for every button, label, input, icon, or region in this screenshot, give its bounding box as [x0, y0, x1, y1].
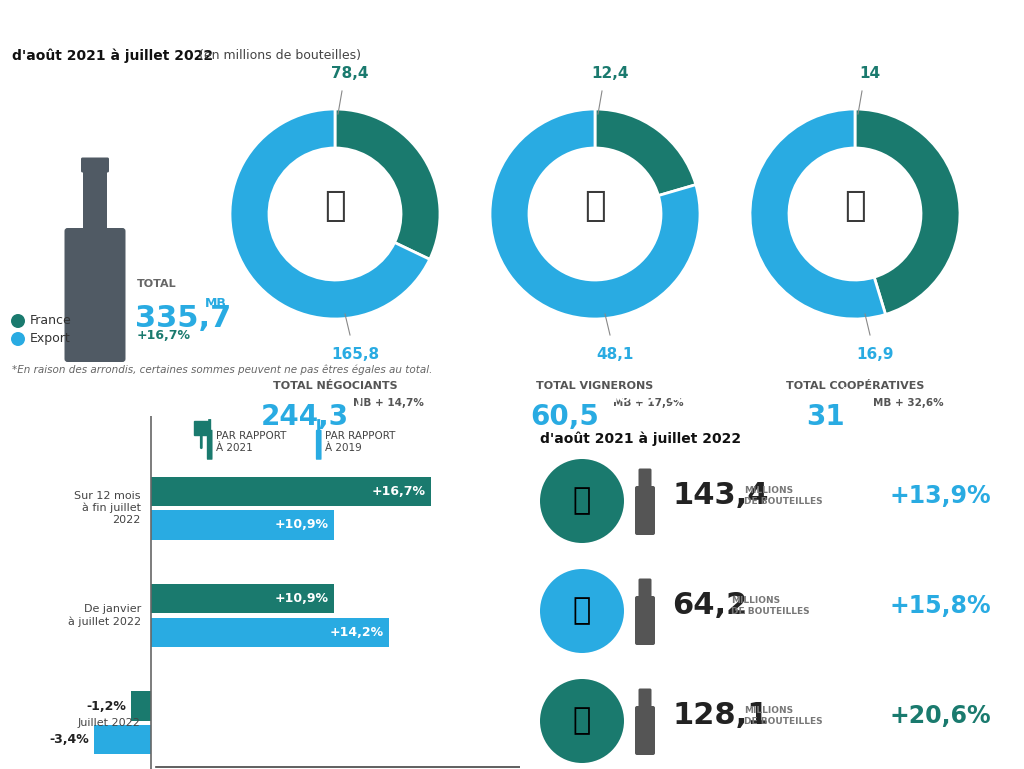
Text: PAR RAPPORT
À 2021: PAR RAPPORT À 2021: [216, 431, 287, 453]
Circle shape: [530, 149, 660, 279]
Text: MB + 17,9%: MB + 17,9%: [613, 398, 684, 408]
Text: *En raison des arrondis, certaines sommes peuvent ne pas êtres égales au total.: *En raison des arrondis, certaines somme…: [12, 365, 432, 375]
FancyBboxPatch shape: [635, 706, 655, 755]
Wedge shape: [595, 109, 696, 195]
FancyBboxPatch shape: [639, 468, 651, 490]
Text: De janvier
à juillet 2022: De janvier à juillet 2022: [68, 604, 141, 627]
Text: France: France: [30, 315, 72, 328]
Text: 78,4: 78,4: [331, 66, 369, 81]
Text: 60,5: 60,5: [530, 403, 599, 431]
Text: MB: MB: [205, 297, 227, 310]
Text: 335,7: 335,7: [135, 304, 231, 333]
Text: +14,2%: +14,2%: [330, 626, 384, 639]
Text: EXPÉDITIONS PAR GRANDS MARCHÉS: EXPÉDITIONS PAR GRANDS MARCHÉS: [540, 391, 860, 405]
Bar: [151, 477, 431, 506]
Text: 🗺: 🗺: [572, 487, 591, 515]
FancyBboxPatch shape: [315, 430, 322, 460]
Text: TOTAL: TOTAL: [137, 279, 176, 289]
Text: +20,6%: +20,6%: [890, 704, 991, 728]
Text: TOTAL COOPÉRATIVES: TOTAL COOPÉRATIVES: [785, 381, 925, 391]
FancyBboxPatch shape: [81, 158, 109, 172]
Text: TOTAL VIGNERONS: TOTAL VIGNERONS: [537, 381, 653, 391]
Text: (en millions de bouteilles): (en millions de bouteilles): [195, 49, 360, 62]
FancyBboxPatch shape: [207, 430, 213, 460]
Text: 64,2: 64,2: [672, 591, 748, 621]
Wedge shape: [335, 109, 440, 259]
Text: d'août 2021 à juillet 2022: d'août 2021 à juillet 2022: [540, 431, 741, 445]
Bar: [94, 725, 151, 754]
Text: MILLIONS
DE BOUTEILLES: MILLIONS DE BOUTEILLES: [731, 596, 810, 616]
FancyBboxPatch shape: [208, 419, 211, 432]
Text: 🍇: 🍇: [584, 189, 606, 223]
FancyBboxPatch shape: [317, 419, 321, 432]
Bar: [151, 584, 334, 613]
Text: 128,1: 128,1: [672, 701, 768, 731]
Wedge shape: [490, 109, 700, 319]
Text: 31: 31: [806, 403, 845, 431]
Text: ÉVOLUTION DES EXPÉDITIONS EN JUILLET: ÉVOLUTION DES EXPÉDITIONS EN JUILLET: [10, 389, 366, 407]
Text: 48,1: 48,1: [596, 347, 634, 362]
Circle shape: [540, 569, 624, 653]
Circle shape: [11, 314, 25, 328]
Text: +15,8%: +15,8%: [890, 594, 991, 618]
Text: Juillet 2022: Juillet 2022: [78, 718, 141, 728]
FancyBboxPatch shape: [635, 596, 655, 645]
Bar: [131, 691, 151, 721]
Text: PAR RAPPORT
À 2019: PAR RAPPORT À 2019: [326, 431, 396, 453]
Wedge shape: [855, 109, 959, 315]
Text: MILLIONS
DE BOUTEILLES: MILLIONS DE BOUTEILLES: [744, 486, 823, 506]
Text: +10,9%: +10,9%: [274, 592, 329, 605]
Bar: [151, 511, 334, 540]
Wedge shape: [230, 109, 430, 319]
Circle shape: [270, 149, 400, 279]
Text: d'août 2021 à juillet 2022: d'août 2021 à juillet 2022: [12, 48, 213, 63]
Text: +16,7%: +16,7%: [372, 484, 426, 498]
Circle shape: [790, 149, 920, 279]
Text: +13,9%: +13,9%: [890, 484, 991, 508]
Text: -3,4%: -3,4%: [49, 734, 89, 747]
Text: TOTAL NÉGOCIANTS: TOTAL NÉGOCIANTS: [272, 381, 397, 391]
Wedge shape: [750, 109, 886, 319]
Text: MB + 32,6%: MB + 32,6%: [873, 398, 944, 408]
Text: Export: Export: [30, 332, 71, 345]
Text: Sur 12 mois
à fin juillet
2022: Sur 12 mois à fin juillet 2022: [75, 491, 141, 525]
FancyBboxPatch shape: [635, 486, 655, 535]
Circle shape: [11, 332, 25, 346]
FancyBboxPatch shape: [65, 228, 126, 362]
Text: 244,3: 244,3: [261, 403, 349, 431]
Text: 143,4: 143,4: [672, 481, 768, 511]
Text: 🌐: 🌐: [572, 707, 591, 735]
Text: +10,9%: +10,9%: [274, 518, 329, 531]
Text: MILLIONS
DE BOUTEILLES: MILLIONS DE BOUTEILLES: [744, 706, 823, 726]
Circle shape: [540, 459, 624, 543]
FancyBboxPatch shape: [83, 169, 106, 233]
Text: EXPÉDITIONS SUR 12 MOIS PAR FAMILLES D'OPÉRATEURS: EXPÉDITIONS SUR 12 MOIS PAR FAMILLES D'O…: [12, 15, 575, 33]
Text: MB + 14,7%: MB + 14,7%: [353, 398, 424, 408]
Bar: [151, 618, 389, 647]
Text: 🏠: 🏠: [325, 189, 346, 223]
Circle shape: [540, 679, 624, 763]
FancyBboxPatch shape: [639, 578, 651, 600]
Text: 12,4: 12,4: [591, 66, 629, 81]
Text: 165,8: 165,8: [331, 347, 379, 362]
Text: 👥: 👥: [844, 189, 866, 223]
Text: 🌍: 🌍: [572, 597, 591, 625]
FancyBboxPatch shape: [639, 688, 651, 710]
Text: -1,2%: -1,2%: [86, 700, 126, 713]
Text: 16,9: 16,9: [856, 347, 894, 362]
Text: +16,7%: +16,7%: [137, 329, 191, 342]
Text: 14: 14: [859, 66, 881, 81]
